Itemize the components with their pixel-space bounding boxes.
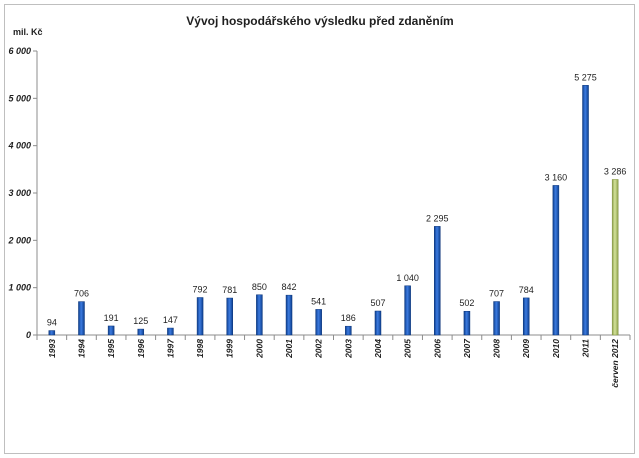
bar-2000 <box>256 294 263 336</box>
bar-1999 <box>226 297 233 336</box>
bar-2008 <box>493 301 500 336</box>
bar-2005 <box>404 285 411 336</box>
data-label: 706 <box>74 289 89 299</box>
data-label: 507 <box>370 298 385 308</box>
data-label: 502 <box>459 298 474 308</box>
bar-2006 <box>434 226 441 336</box>
data-label: 3 286 <box>604 166 627 176</box>
data-label: 3 160 <box>545 172 568 182</box>
x-tick-label: 1993 <box>47 339 57 358</box>
data-label: 5 275 <box>574 72 597 82</box>
x-tick-label: 1994 <box>76 339 86 358</box>
bar-2002 <box>315 309 322 336</box>
data-label: 191 <box>104 313 119 323</box>
bar-1998 <box>196 297 204 336</box>
x-tick-label: 1997 <box>165 338 175 358</box>
bar-2009 <box>522 297 530 336</box>
x-tick-label: 2009 <box>521 339 531 359</box>
x-tick-label: 2001 <box>284 339 294 359</box>
unit-label: mil. Kč <box>13 27 43 37</box>
data-label: 2 295 <box>426 213 449 223</box>
x-tick-label: 2010 <box>551 339 561 359</box>
bar-1995 <box>107 325 115 336</box>
data-label: 541 <box>311 296 326 306</box>
bar-2003 <box>345 325 352 336</box>
y-tick-label: 6 000 <box>8 46 31 56</box>
y-tick-label: 1 000 <box>8 283 31 293</box>
bar-1997 <box>167 327 174 336</box>
bars <box>48 85 619 336</box>
x-tick-label: 2005 <box>403 339 413 359</box>
y-axis: 0 1 000 2 000 3 000 4 000 5 000 6 000 <box>7 46 38 340</box>
x-tick-label: 2000 <box>254 339 264 359</box>
data-label: 186 <box>341 313 356 323</box>
data-label: 781 <box>222 285 237 295</box>
bar-2007 <box>463 310 471 336</box>
bar-1994 <box>78 301 85 336</box>
y-tick-label: 0 <box>26 330 31 340</box>
x-tick-label: 1998 <box>195 339 205 358</box>
data-label: 784 <box>519 285 534 295</box>
data-labels: 94 706 191 125 147 792 781 850 842 541 186 507 1 040… <box>47 72 627 327</box>
x-axis: 1993 1994 1995 1996 1997 1998 1999 2000 2001 2002… <box>36 334 631 388</box>
x-tick-label: 2011 <box>581 339 591 359</box>
x-tick-label: 1999 <box>225 339 235 358</box>
x-tick-label: 2002 <box>314 339 324 359</box>
data-label: 792 <box>193 285 208 295</box>
y-tick-label: 2 000 <box>7 235 31 245</box>
bar-1996 <box>137 328 145 336</box>
x-tick-label: 2006 <box>432 339 442 359</box>
x-tick-label: 2004 <box>373 339 383 359</box>
x-tick-label: 1996 <box>136 339 146 358</box>
chart-title: Vývoj hospodářského výsledku před zdaněn… <box>186 14 453 28</box>
data-label: 842 <box>282 282 297 292</box>
x-tick-label: červen 2012 <box>610 339 620 388</box>
chart-frame <box>4 4 635 454</box>
y-tick-label: 4 000 <box>7 141 31 151</box>
y-tick-label: 3 000 <box>8 188 31 198</box>
x-tick-label: 2007 <box>462 338 472 359</box>
data-label: 94 <box>47 318 57 328</box>
x-tick-label: 2008 <box>492 339 502 359</box>
bar-2011 <box>582 85 589 336</box>
x-tick-label: 1995 <box>106 339 116 358</box>
x-tick-label: 2003 <box>343 339 353 359</box>
data-label: 850 <box>252 282 267 292</box>
data-label: 125 <box>133 316 148 326</box>
bar-2004 <box>374 310 382 336</box>
data-label: 1 040 <box>396 273 419 283</box>
bar-2010 <box>552 185 560 336</box>
data-label: 707 <box>489 289 504 299</box>
bar-2001 <box>285 294 293 336</box>
bar-1993 <box>48 330 56 336</box>
y-tick-label: 5 000 <box>8 93 31 103</box>
data-label: 147 <box>163 315 178 325</box>
bar-červen-2012 <box>611 179 619 336</box>
